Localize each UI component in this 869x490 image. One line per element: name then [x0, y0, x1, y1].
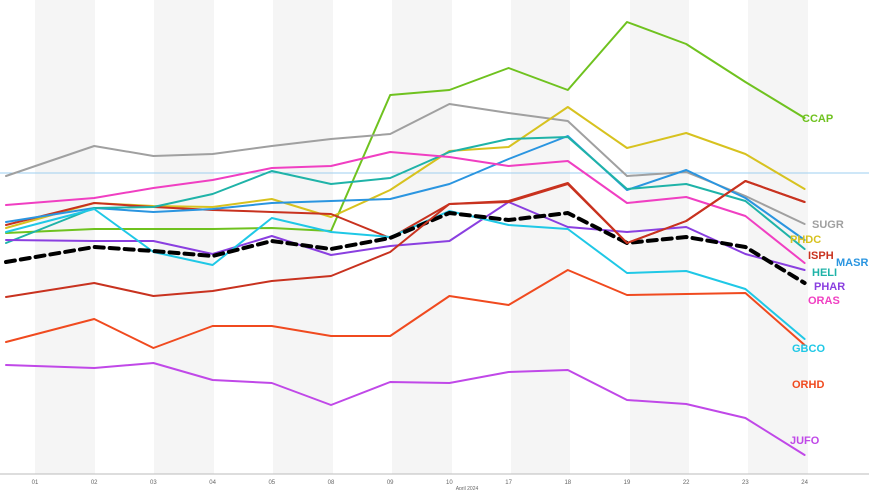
- grid-band: [511, 0, 570, 474]
- series-label-phar: PHAR: [814, 281, 845, 293]
- series-label-sugr: SUGR: [812, 219, 844, 231]
- series-label-jufo: JUFO: [790, 435, 820, 447]
- x-tick-label: 04: [209, 480, 216, 486]
- x-tick-label: 24: [801, 480, 808, 486]
- x-tick-label: 02: [91, 480, 98, 486]
- series-label-isph: ISPH: [808, 250, 834, 262]
- x-tick-label: 05: [268, 480, 275, 486]
- series-label-masr: MASR: [836, 257, 868, 269]
- series-label-ccap: CCAP: [802, 113, 833, 125]
- x-tick-label: 17: [505, 480, 512, 486]
- series-label-gbco: GBCO: [792, 343, 825, 355]
- x-tick-label: 10: [446, 480, 453, 486]
- x-tick-label: 18: [564, 480, 571, 486]
- x-axis: 01 02 03 04 05 08 09 10 17 18 19 22 23 24 April 2024: [0, 474, 869, 490]
- x-axis-title: April 2024: [456, 486, 479, 490]
- x-tick-label: 23: [742, 480, 749, 486]
- series-label-phdc: PHDC: [790, 234, 821, 246]
- x-tick-label: 19: [624, 480, 631, 486]
- grid-band: [392, 0, 452, 474]
- x-tick-label: 03: [150, 480, 157, 486]
- series-label-oras: ORAS: [808, 295, 840, 307]
- series-label-orhd: ORHD: [792, 379, 824, 391]
- x-tick-label: 22: [683, 480, 690, 486]
- series-label-heli: HELI: [812, 267, 837, 279]
- grid-band: [35, 0, 95, 474]
- x-tick-label: 08: [328, 480, 335, 486]
- x-tick-label: 09: [387, 480, 394, 486]
- grid-band: [154, 0, 214, 474]
- x-tick-label: 01: [32, 480, 39, 486]
